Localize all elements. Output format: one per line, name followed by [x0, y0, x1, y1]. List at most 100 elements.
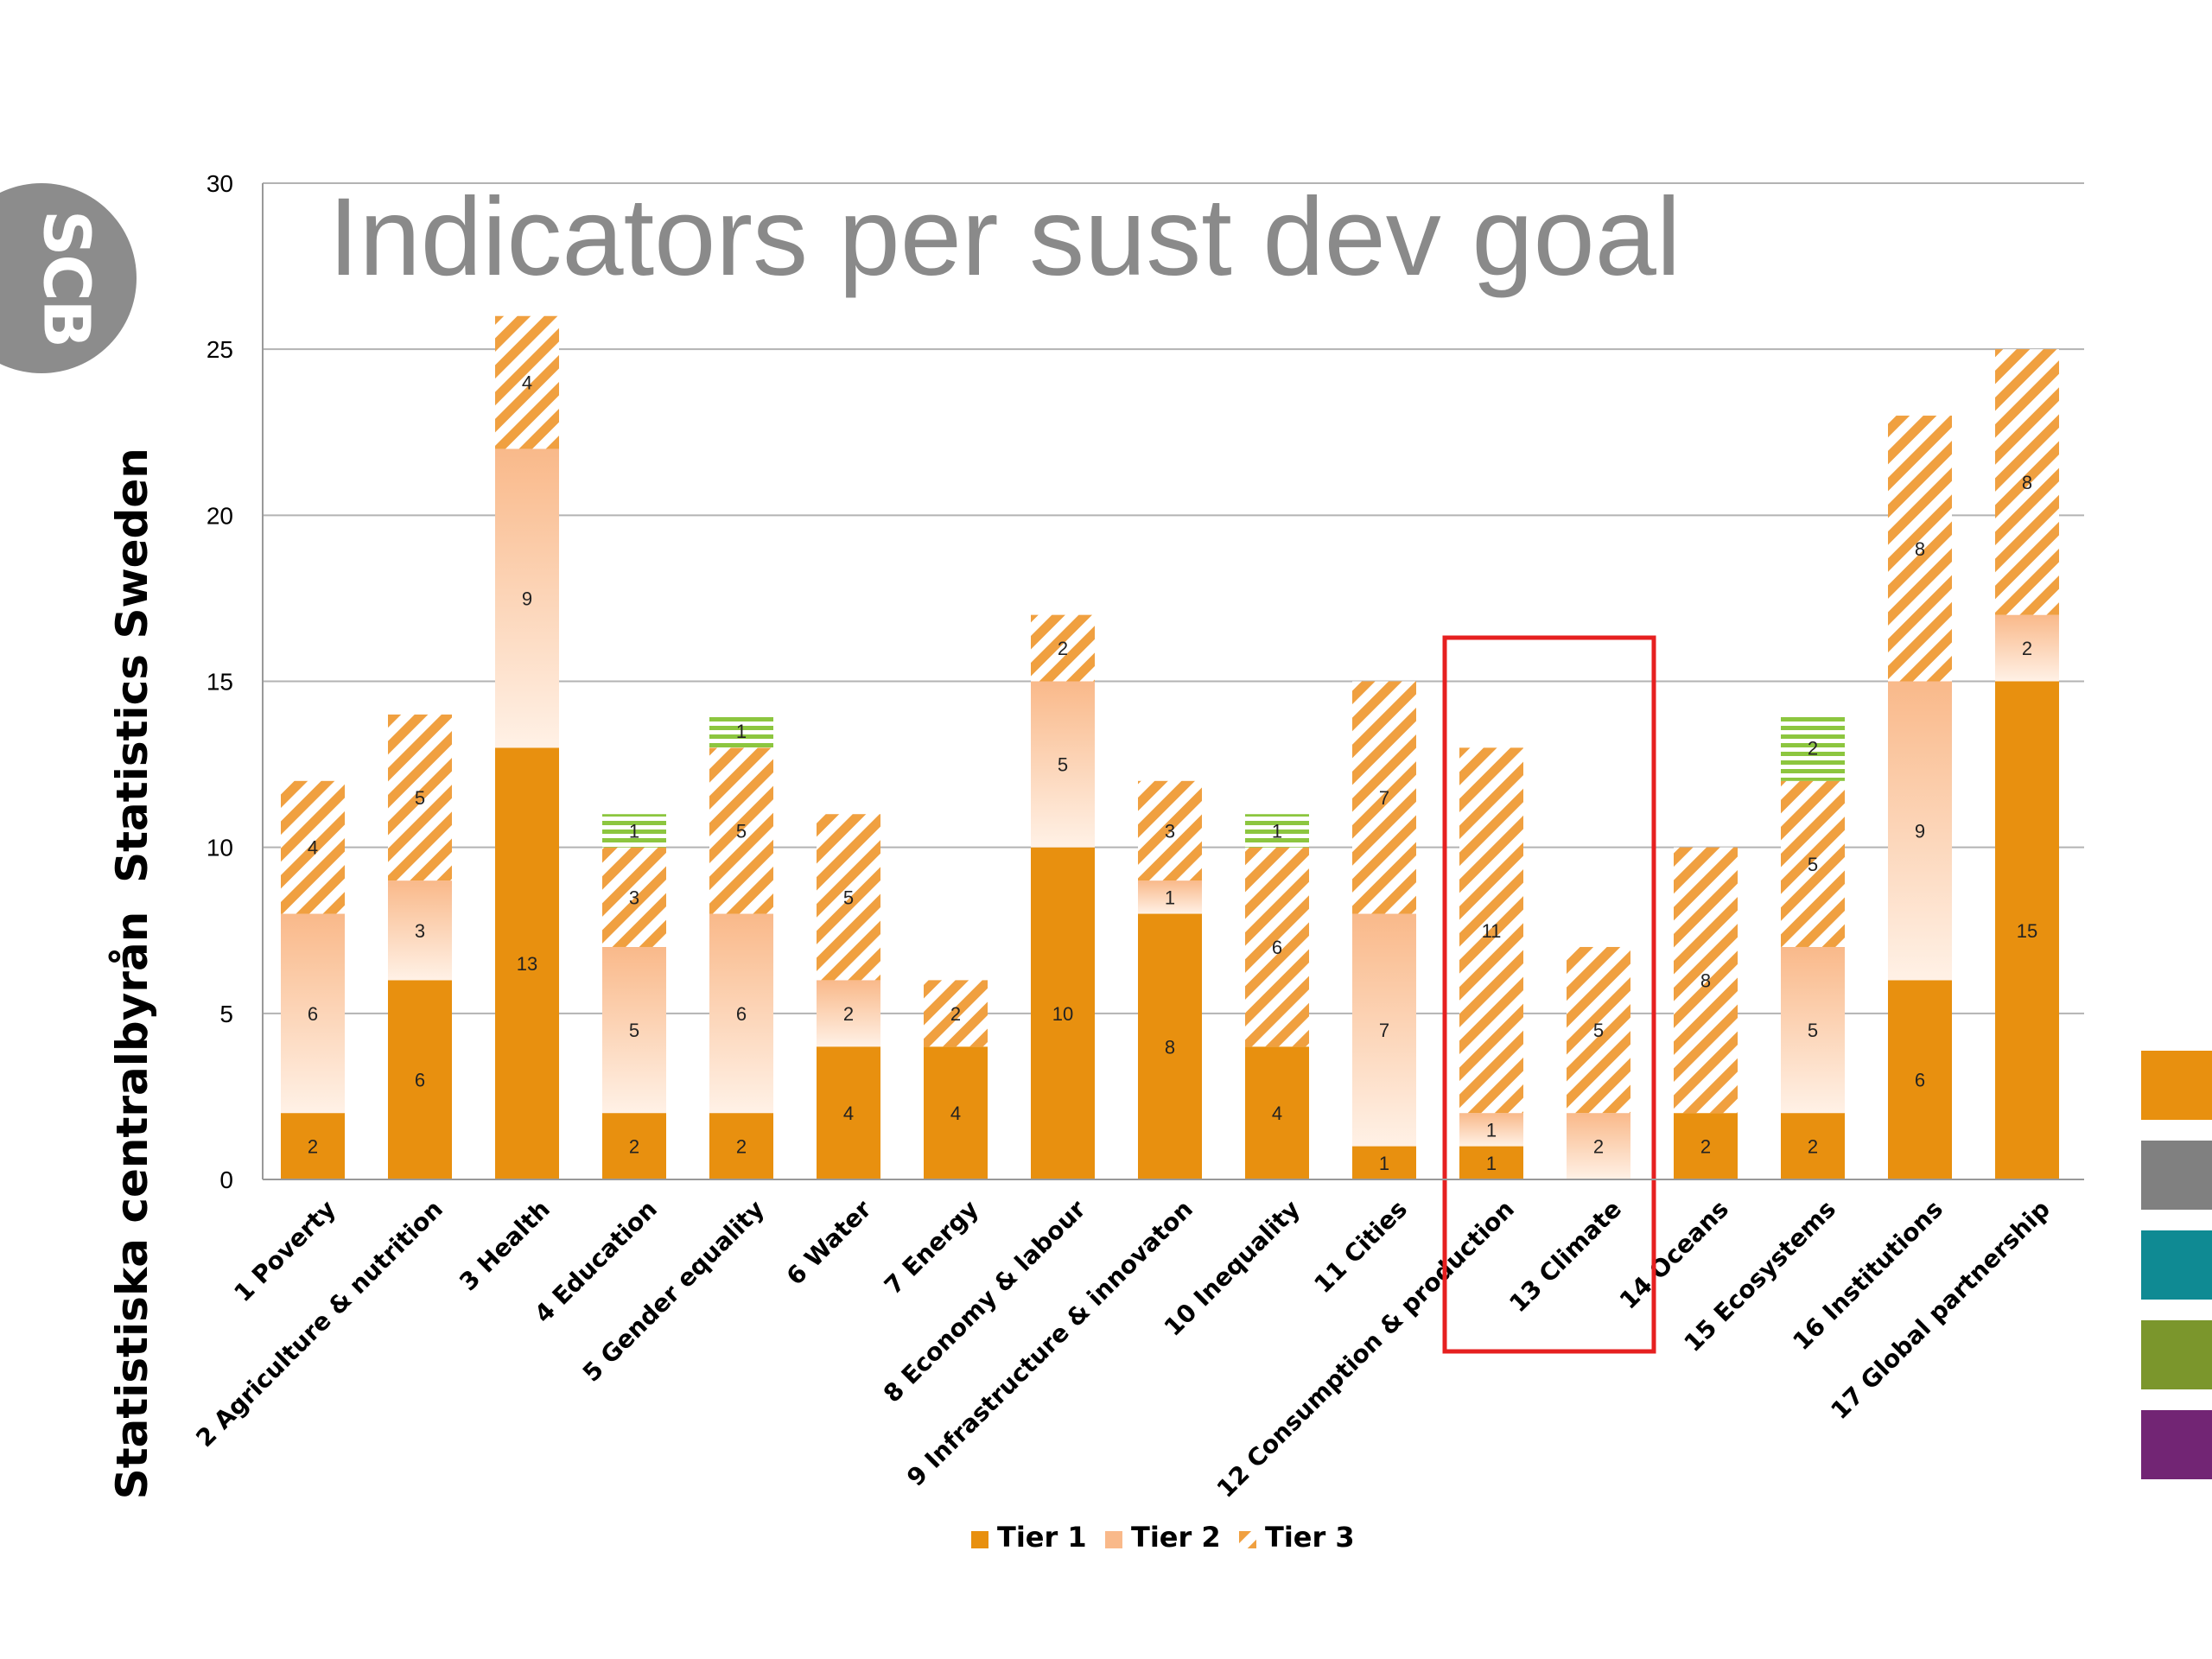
bar-tier-3-3-health [495, 315, 559, 449]
y-tick-label: 15 [207, 669, 233, 696]
bar-tier-1-15-ecosystems [1781, 1113, 1845, 1179]
legend-label-tier-1: Tier 1 [997, 1521, 1087, 1554]
bar-tier-3-14-oceans [1674, 847, 1738, 1114]
bar-tier-2-11-cities [1352, 913, 1416, 1147]
bar-tier-2-13-climate [1567, 1113, 1630, 1179]
data-label: 2 [1808, 1136, 1818, 1158]
x-tick-label: 17 Global partnership [1825, 1195, 2056, 1426]
bar-tier-1-12-consumption-production [1459, 1146, 1523, 1179]
data-label: 4 [950, 1103, 961, 1124]
data-label: 3 [1165, 820, 1175, 842]
bar-tier-3-15-ecosystems [1781, 780, 1845, 947]
data-label: 4 [843, 1103, 854, 1124]
bar-tier-1-14-oceans [1674, 1113, 1738, 1179]
data-label: 11 [1482, 920, 1502, 942]
data-label: 2 [736, 1136, 747, 1158]
side-swatch [2141, 1230, 2212, 1300]
data-label: 9 [522, 588, 532, 609]
bar-tier-2-6-water [817, 980, 880, 1047]
bar-tier-2-16-institutions [1888, 681, 1952, 981]
data-label: 3 [415, 920, 425, 942]
data-label: 1 [1379, 1153, 1389, 1174]
data-label: 7 [1379, 1020, 1389, 1041]
bar-tier-3-5-gender-equality [709, 747, 773, 914]
x-tick-label: 3 Health [454, 1195, 556, 1297]
bar-tier-3-9-infrastructure-innovaton [1138, 780, 1202, 881]
bar-group-16-institutions: 6 9 8 [1888, 416, 1952, 1179]
x-tick-label: 11 Cities [1308, 1195, 1413, 1300]
bar-tier-1-17-global-partnership [1995, 681, 2059, 1179]
bar-tier-2-2-agriculture-nutrition [388, 880, 452, 981]
scb-logo-circle [0, 183, 137, 373]
data-label: 2 [629, 1136, 639, 1158]
data-label: 2 [1700, 1136, 1711, 1158]
side-swatch [2141, 1320, 2212, 1389]
data-label: 4 [308, 837, 318, 859]
scb-logo-text: SCB [29, 210, 103, 346]
bar-tier-3-13-climate [1567, 946, 1630, 1114]
data-label: 15 [2017, 920, 2037, 942]
bar-tier-1-9-infrastructure-innovaton [1138, 913, 1202, 1179]
legend-label-tier-2: Tier 2 [1131, 1521, 1221, 1554]
data-label: 5 [736, 820, 747, 842]
data-label: 2 [2022, 638, 2032, 659]
bar-tier-1-5-gender-equality [709, 1113, 773, 1179]
data-label: 2 [1058, 638, 1068, 659]
bar-tier-1-6-water [817, 1046, 880, 1179]
bar-tier-2-3-health [495, 448, 559, 748]
data-label: 8 [1700, 969, 1711, 991]
x-tick-label: 8 Economy & labour [878, 1194, 1091, 1408]
bar-group-10-inequality: 4 6 1 [1245, 814, 1309, 1179]
bar-tier-1-1-poverty [281, 1113, 345, 1179]
y-tick-label: 30 [207, 170, 233, 197]
side-swatch [2141, 1051, 2212, 1120]
bar-tier-2-9-infrastructure-innovaton [1138, 880, 1202, 914]
side-label-statistics-sweden: Statistics Sweden [107, 448, 157, 883]
bar-tier-1-2-agriculture-nutrition [388, 980, 452, 1179]
bar-tier-3-11-cities [1352, 681, 1416, 914]
bar-group-3-health: 13 9 4 [495, 315, 559, 1179]
x-tick-label: 7 Energy [879, 1195, 984, 1300]
legend-swatch-tier-2 [1105, 1531, 1122, 1548]
data-label: 5 [1808, 854, 1818, 875]
bar-group-6-water: 4 2 5 [817, 814, 880, 1179]
data-label: 8 [1165, 1036, 1175, 1058]
x-tick-label: 6 Water [781, 1194, 877, 1290]
bar-tier-1-4-education [602, 1113, 666, 1179]
y-tick-label: 10 [207, 835, 233, 861]
bar-tier-2-5-gender-equality [709, 913, 773, 1114]
bar-tier-3-7-energy [924, 980, 988, 1047]
bar-group-8-economy-labour: 10 5 2 [1031, 614, 1095, 1179]
bar-group-15-ecosystems: 2 5 5 2 [1781, 714, 1845, 1179]
data-label: 5 [1808, 1020, 1818, 1041]
y-tick-label: 5 [219, 1001, 233, 1027]
legend-label-tier-3: Tier 3 [1265, 1521, 1355, 1554]
bar-tier-3-1-poverty [281, 780, 345, 914]
bar-tier-2-1-poverty [281, 913, 345, 1114]
bar-group-14-oceans: 28 [1674, 847, 1738, 1179]
data-label: 2 [843, 1003, 854, 1025]
side-swatch [2141, 1410, 2212, 1479]
y-tick-label: 25 [207, 336, 233, 363]
data-label: 2 [308, 1136, 318, 1158]
data-label: 10 [1052, 1003, 1073, 1025]
bar-group-7-energy: 42 [924, 980, 988, 1179]
y-tick-label: 0 [219, 1166, 233, 1193]
slide-title: Indicators per sust dev goal [328, 175, 1681, 299]
bar-group-2-agriculture-nutrition: 6 3 5 [388, 714, 452, 1179]
scb-logo: SCB [0, 183, 137, 373]
bar-series-4-4-education [602, 814, 666, 848]
bar-series-4-5-gender-equality [709, 714, 773, 748]
data-label: 8 [1915, 538, 1925, 560]
data-label: 5 [1058, 754, 1068, 776]
side-label-statistiska-centralbyran: Statistiska centralbyrån [107, 912, 157, 1500]
bar-tier-1-11-cities [1352, 1146, 1416, 1179]
x-tick-label: 1 Poverty [228, 1195, 341, 1308]
bar-tier-3-12-consumption-production [1459, 747, 1523, 1114]
side-swatches [2141, 1051, 2212, 1479]
data-label: 5 [629, 1020, 639, 1041]
bar-group-4-education: 2 5 3 1 [602, 814, 666, 1179]
data-label: 2 [1808, 737, 1818, 759]
